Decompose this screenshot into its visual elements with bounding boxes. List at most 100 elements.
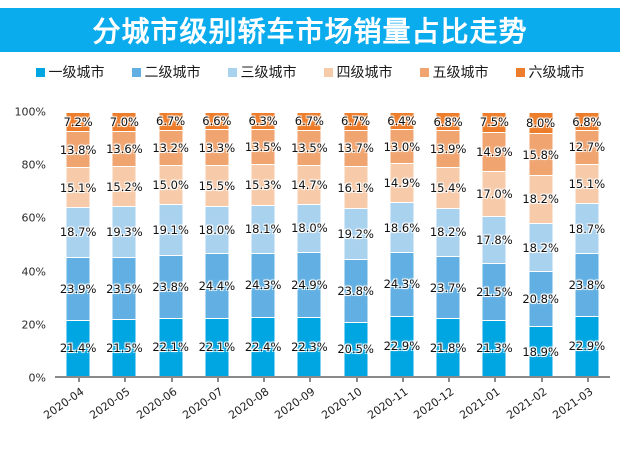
bar-segment: 16.1% [337,165,374,209]
legend-swatch-icon [227,67,237,77]
segment-value-label: 20.8% [522,292,559,307]
x-tick-label: 2020-12 [411,385,457,423]
segment-value-label: 18.9% [522,344,559,359]
legend-label: 一级城市 [48,65,105,81]
x-tick-label: 2020-11 [365,385,411,423]
x-axis-tick [448,378,451,382]
bar-segment: 22.4% [245,316,281,376]
bar-segment: 24.4% [199,253,235,318]
legend-item-1: 一级城市 [35,62,105,82]
x-axis-tick [263,378,266,382]
bar-segment: 18.0% [199,205,235,254]
chart: 0% 20% 40% 60% 80% 100% 21.4% 23.9% 18.7% 15.1% 1… [15,107,610,422]
bar-segment: 18.0% [291,204,328,252]
bar-segment: 18.7% [60,207,96,257]
segment-value-label: 21.8% [429,340,467,355]
bar-segment: 24.3% [245,252,281,317]
segment-value-label: 23.8% [337,283,374,298]
stacked-bar: 21.5% 23.5% 19.3% 15.2% 13.6% 7.0% [106,112,143,376]
segment-value-label: 19.3% [106,225,143,240]
bar-slot-2020-12: 21.8% 23.7% 18.2% 15.4% 13.9% 6.8% 2020-12 [411,112,471,422]
stacked-bar: 21.4% 23.9% 18.7% 15.1% 13.8% 7.2% [60,112,96,376]
bar-segment: 22.1% [152,317,189,376]
x-tick-label: 2020-06 [133,385,180,423]
segment-value-label: 18.6% [383,220,421,235]
segment-value-label: 13.7% [337,141,374,156]
bar-segment: 18.7% [569,203,605,253]
segment-value-label: 7.0% [109,114,139,129]
segment-value-label: 14.9% [476,145,513,159]
segment-value-label: 13.5% [291,141,328,155]
bar-segment: 19.2% [337,208,374,260]
x-tick-label: 2020-08 [226,385,272,423]
segment-value-label: 21.4% [59,341,97,356]
bar-segment: 22.9% [384,315,420,376]
segment-value-label: 22.9% [383,339,421,354]
x-axis-tick [586,378,589,382]
bar-segment: 13.0% [384,128,420,164]
segment-value-label: 13.6% [106,141,143,156]
legend-swatch-icon [515,67,525,77]
legend-swatch-icon [323,67,333,77]
legend-item-5: 五级城市 [419,62,489,82]
x-axis-tick [355,378,358,382]
stacked-bar: 21.8% 23.7% 18.2% 15.4% 13.9% 6.8% [430,112,466,376]
bar-segment: 23.8% [337,259,374,322]
segment-value-label: 24.4% [198,278,236,293]
legend-label: 五级城市 [432,65,489,81]
bar-slot-2021-02: 18.9% 20.8% 18.2% 18.2% 15.8% 8.0% 2021-02 [504,112,564,422]
x-tick-label: 2020-07 [180,385,226,423]
segment-value-label: 22.1% [152,340,189,355]
segment-value-label: 24.9% [291,277,328,292]
segment-value-label: 23.8% [152,279,189,294]
bar-slot-2020-10: 20.5% 23.8% 19.2% 16.1% 13.7% 6.7% 2020-10 [319,112,379,422]
x-axis-tick [124,378,127,382]
bar-segment: 17.0% [476,171,513,217]
segment-value-label: 19.1% [152,222,189,237]
bar-slot-2021-01: 21.3% 21.5% 17.8% 17.0% 14.9% 7.5% 2021-01 [458,112,517,422]
segment-value-label: 13.9% [429,141,467,156]
segment-value-label: 22.9% [568,339,606,354]
segment-value-label: 18.7% [568,221,606,236]
stacked-bar: 22.1% 24.4% 18.0% 15.5% 13.3% 6.6% [199,112,235,376]
legend-item-4: 四级城市 [323,62,393,82]
chart-title: 分城市级别轿车市场销量占比走势 [92,15,528,48]
segment-value-label: 15.1% [568,176,606,191]
segment-value-label: 18.7% [59,225,97,240]
segment-value-label: 17.8% [476,233,513,248]
segment-value-label: 21.5% [476,284,513,299]
x-tick-label: 2021-01 [457,385,503,423]
bar-segment: 15.3% [245,164,281,205]
x-axis-tick [170,378,173,382]
y-tick-label: 0% [28,371,46,385]
bar-segment: 6.8% [434,112,463,131]
segment-value-label: 22.4% [244,339,282,354]
bar-segment: 15.5% [199,164,235,206]
segment-value-label: 6.4% [387,113,417,128]
bar-segment: 22.3% [291,317,328,376]
x-axis-tick [540,378,543,382]
bar-segment: 15.1% [569,163,605,204]
y-tick-label: 100% [14,105,46,119]
segment-value-label: 20.5% [337,342,374,357]
y-tick-label: 40% [21,265,46,279]
legend-item-6: 六级城市 [515,62,585,82]
segment-value-label: 18.0% [198,222,236,237]
bar-slot-2020-06: 22.1% 23.8% 19.1% 15.0% 13.2% 6.7% 2020-06 [134,112,194,422]
segment-value-label: 6.7% [341,114,371,129]
segment-value-label: 13.3% [198,140,236,155]
segment-value-label: 23.5% [106,281,143,296]
bar-segment: 15.2% [106,166,143,207]
x-tick-label: 2020-09 [272,385,318,423]
bar-segment: 24.3% [384,251,420,316]
legend-label: 六级城市 [528,65,585,81]
segment-value-label: 18.1% [244,222,282,237]
segment-value-label: 6.7% [294,114,324,129]
legend: 一级城市 二级城市 三级城市 四级城市 五级城市 六级城市 [0,61,620,83]
bar-segment: 14.7% [291,165,328,205]
stacked-bar: 22.3% 24.9% 18.0% 14.7% 13.5% 6.7% [291,112,328,376]
stacked-bar: 22.9% 24.3% 18.6% 14.9% 13.0% 6.4% [384,112,420,376]
stacked-bar: 21.3% 21.5% 17.8% 17.0% 14.9% 7.5% [476,112,513,376]
segment-value-label: 15.8% [522,147,559,162]
segment-value-label: 24.3% [383,277,421,292]
